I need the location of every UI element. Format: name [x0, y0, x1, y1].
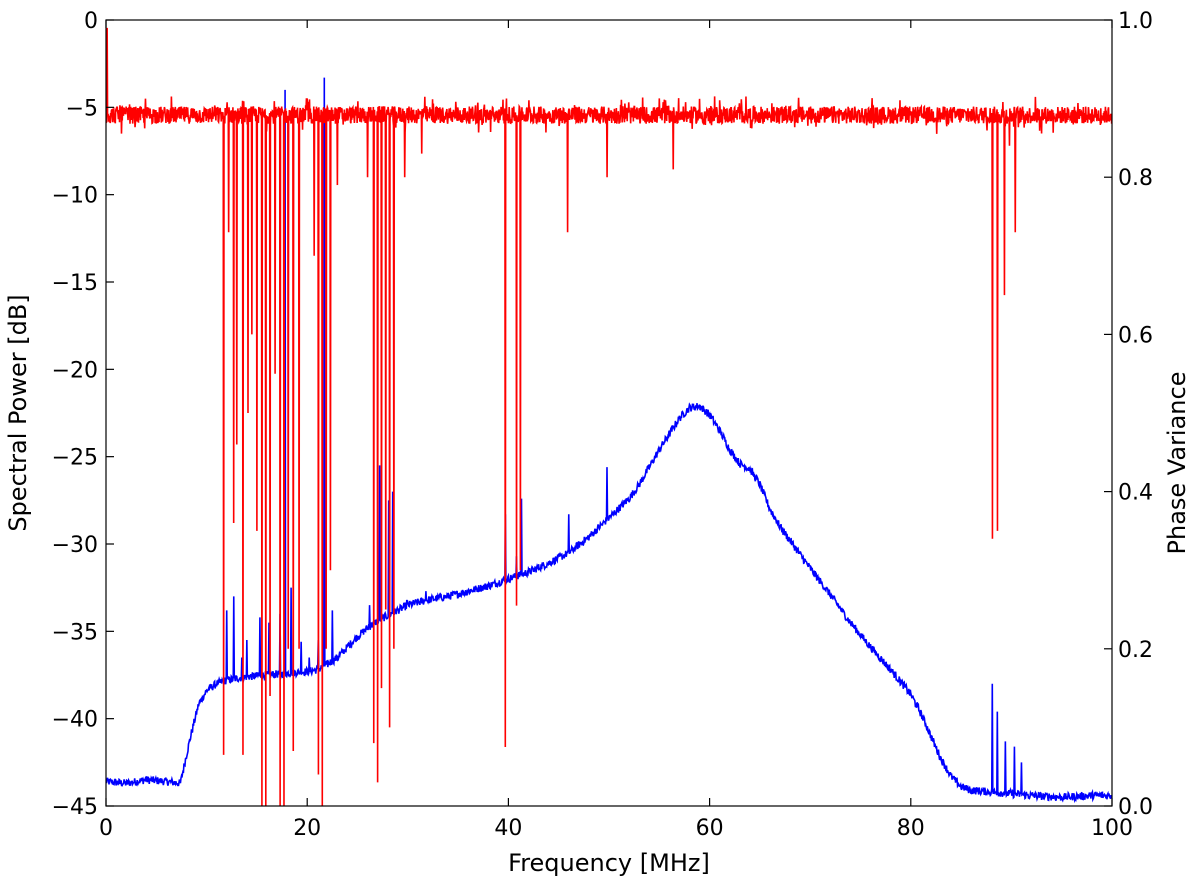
y-axis-label: Spectral Power [dB] — [4, 294, 32, 531]
y2-tick-label: 0.8 — [1118, 166, 1153, 191]
y-tick-label: −15 — [52, 271, 98, 296]
spectral-power-line — [106, 77, 1112, 804]
y2-tick-label: 1.0 — [1118, 9, 1153, 34]
y2-tick-label: 0.0 — [1118, 795, 1153, 820]
y2-tick-label: 0.4 — [1118, 481, 1153, 506]
y2-axis-label: Phase Variance — [1163, 372, 1191, 555]
y-axis-left: 0 −5 −10 −15 −20 −25 −30 −35 −40 −45 — [52, 9, 114, 820]
x-tick-label: 40 — [494, 816, 522, 841]
x-axis: 0 20 40 60 80 100 — [99, 20, 1133, 841]
y-tick-label: −35 — [52, 620, 98, 645]
phase-variance-line — [106, 27, 1112, 806]
series-spectral-power — [106, 77, 1112, 804]
y-axis-right: 0.0 0.2 0.4 0.6 0.8 1.0 — [1104, 9, 1153, 820]
x-tick-label: 20 — [293, 816, 321, 841]
y-tick-label: −30 — [52, 533, 98, 558]
x-tick-label: 80 — [897, 816, 925, 841]
y-tick-label: −40 — [52, 708, 98, 733]
x-tick-label: 100 — [1091, 816, 1133, 841]
plot-frame — [105, 19, 1113, 807]
y2-tick-label: 0.6 — [1118, 323, 1153, 348]
y-tick-label: −25 — [52, 446, 98, 471]
series-phase-variance — [106, 27, 1112, 806]
x-axis-label: Frequency [MHz] — [508, 849, 710, 877]
y-tick-label: 0 — [84, 9, 98, 34]
y-tick-label: −45 — [52, 795, 98, 820]
y-tick-label: −20 — [52, 358, 98, 383]
y-tick-label: −5 — [66, 96, 98, 121]
x-tick-label: 60 — [696, 816, 724, 841]
x-tick-label: 0 — [99, 816, 113, 841]
y2-tick-label: 0.2 — [1118, 638, 1153, 663]
y-tick-label: −10 — [52, 184, 98, 209]
